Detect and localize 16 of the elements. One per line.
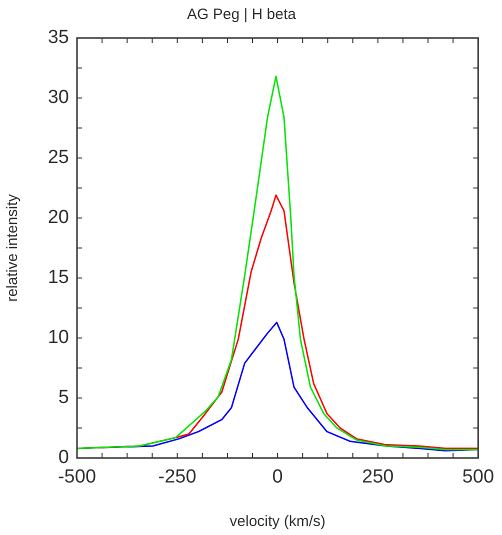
y-tick-label: 5: [58, 387, 69, 408]
y-tick-label: 15: [48, 267, 69, 288]
y-tick-label: 35: [48, 27, 69, 48]
x-tick-label: 0: [272, 466, 283, 488]
chart-title: AG Peg | H beta: [187, 6, 297, 24]
x-tick-label: -500: [58, 466, 96, 488]
y-tick-label: 10: [48, 327, 69, 348]
x-axis-title: velocity (km/s): [230, 513, 326, 530]
y-tick-label: 20: [48, 207, 69, 228]
y-tick-label: 0: [58, 447, 69, 468]
x-tick-label: 250: [362, 466, 394, 488]
y-axis-title: relative intensity: [4, 194, 22, 302]
y-tick-label: 25: [48, 147, 69, 168]
y-tick-label: 30: [48, 87, 69, 108]
x-tick-label: -250: [158, 466, 196, 488]
x-tick-label: 500: [462, 466, 494, 488]
